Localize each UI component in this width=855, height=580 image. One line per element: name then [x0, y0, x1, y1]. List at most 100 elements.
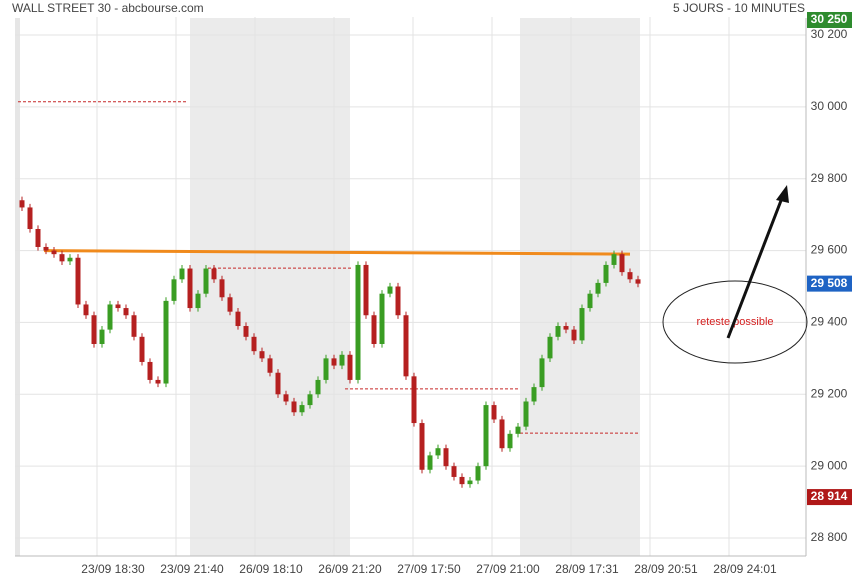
candle-body	[163, 300, 169, 384]
candle-body	[635, 279, 641, 284]
candle-body	[139, 336, 145, 362]
candle-body	[219, 279, 225, 298]
candle-body	[347, 354, 353, 380]
candle-body	[451, 466, 457, 477]
price-badge-label: 29 508	[811, 276, 848, 290]
candle-body	[371, 315, 377, 344]
annotation-ellipse	[662, 280, 808, 364]
candle-body	[571, 329, 577, 341]
candle-body	[427, 455, 433, 470]
candle-body	[315, 379, 321, 395]
x-tick-label: 28/09 20:51	[634, 562, 698, 576]
candle-body	[387, 286, 393, 294]
x-tick-label: 27/09 21:00	[476, 562, 540, 576]
candle-body	[107, 304, 113, 330]
price-badge	[807, 489, 852, 506]
candle-body	[259, 351, 265, 359]
candle-body	[43, 246, 49, 251]
candle-body	[291, 401, 297, 413]
candle-body	[283, 394, 289, 402]
candle-body	[523, 401, 529, 427]
candle-body	[83, 304, 89, 316]
chart-title: WALL STREET 30 - abcbourse.com	[12, 1, 204, 15]
candle-body	[59, 254, 65, 262]
y-tick-label: 29 000	[811, 458, 848, 472]
candle-body	[19, 200, 25, 208]
candle-body	[531, 387, 537, 402]
candle-body	[307, 394, 313, 406]
price-badge	[807, 275, 852, 292]
candle-body	[251, 336, 257, 352]
candle-body	[355, 264, 361, 380]
x-tick-label: 26/09 21:20	[318, 562, 382, 576]
candle-body	[99, 329, 105, 344]
candle-body	[243, 326, 249, 337]
grid	[15, 17, 806, 556]
candle-body	[131, 315, 137, 337]
candle-body	[563, 326, 569, 330]
candle-body	[123, 308, 129, 316]
candle-body	[515, 426, 521, 434]
candle-body	[27, 207, 33, 230]
candle-body	[363, 264, 369, 316]
candle-body	[155, 379, 161, 384]
candle-body	[67, 257, 73, 262]
candle-body	[211, 268, 217, 280]
trendline	[43, 249, 631, 256]
candle-body	[195, 293, 201, 309]
candle-body	[75, 257, 81, 305]
candle-body	[611, 254, 617, 265]
candle-body	[491, 405, 497, 420]
candle-body	[323, 358, 329, 380]
candle-body	[403, 315, 409, 377]
candle-body	[619, 254, 625, 273]
x-tick-label: 23/09 21:40	[160, 562, 224, 576]
candle-body	[35, 229, 41, 247]
candle-body	[459, 476, 465, 485]
candle-body	[467, 480, 473, 485]
candle-body	[339, 354, 345, 366]
candle-body	[171, 279, 177, 301]
y-tick-label: 30 000	[811, 99, 848, 113]
candle-body	[187, 268, 193, 309]
candle-body	[579, 308, 585, 341]
candle-body	[555, 326, 561, 337]
x-tick-label: 28/09 24:01	[713, 562, 777, 576]
candle-body	[267, 358, 273, 373]
x-tick-label: 28/09 17:31	[555, 562, 619, 576]
candle-body	[499, 419, 505, 449]
candle-body	[227, 297, 233, 312]
candle-body	[603, 264, 609, 283]
candle-body	[587, 293, 593, 309]
candle-body	[547, 336, 553, 359]
candle-body	[507, 433, 513, 449]
candle-body	[475, 466, 481, 481]
y-tick-label: 28 800	[811, 530, 848, 544]
arrow	[726, 197, 784, 339]
candle-body	[443, 448, 449, 467]
candle-body	[51, 250, 57, 255]
x-tick-label: 26/09 18:10	[239, 562, 303, 576]
candle-body	[379, 293, 385, 344]
candle-body	[411, 376, 417, 424]
session-shade	[190, 18, 350, 556]
candle-body	[91, 315, 97, 344]
candle-body	[331, 358, 337, 366]
y-tick-label: 29 600	[811, 243, 848, 257]
session-shade	[520, 18, 640, 556]
candle-body	[419, 423, 425, 470]
candle-body	[179, 268, 185, 280]
y-tick-label: 29 800	[811, 171, 848, 185]
price-badge-label: 30 250	[811, 12, 848, 26]
candle-body	[627, 272, 633, 280]
candle-body	[115, 304, 121, 309]
candle-body	[203, 268, 209, 294]
session-shade	[15, 18, 20, 556]
price-badge-label: 28 914	[811, 489, 848, 503]
candle-body	[539, 358, 545, 388]
plot	[18, 101, 641, 488]
candle-body	[395, 286, 401, 316]
y-tick-label: 29 200	[811, 386, 848, 400]
arrow-head	[776, 185, 789, 203]
